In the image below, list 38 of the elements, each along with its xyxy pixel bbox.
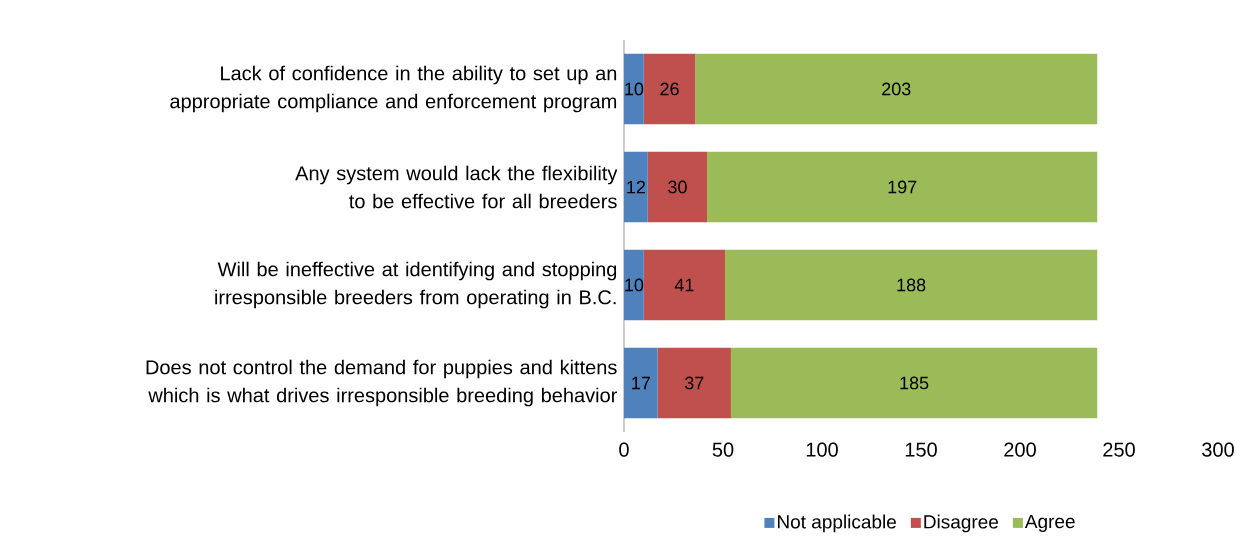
bar [707,151,1098,223]
data-label: 10 [625,278,644,292]
bar [695,53,1098,125]
bar [647,151,708,223]
data-label: 37 [684,376,704,390]
data-label: 197 [888,180,917,194]
bar [724,249,1098,321]
legend-label: Not applicable [777,514,896,533]
y-tick-label: Will be ineffective at identifying and stopping irresponsible breeders from operating in B.C. [215,261,617,309]
x-tick-label: 200 [1004,442,1036,457]
y-tick-label: Any system would lack the flexibility to be effective for all breeders [295,165,618,209]
data-label: 203 [882,82,911,96]
data-label: 185 [900,376,929,390]
x-tick-label: 50 [712,442,734,457]
data-label: 17 [632,376,650,390]
data-label: 30 [668,180,687,194]
x-tick-label: 150 [905,442,937,457]
bar [657,347,731,419]
data-label: 10 [625,82,644,96]
data-label: 12 [627,180,645,194]
x-tick-label: 250 [1103,442,1135,457]
data-label: 41 [674,278,694,292]
legend-label: Agree [1024,514,1075,532]
bar [730,347,1098,419]
bar [624,249,644,321]
bar [643,53,696,125]
bar [624,53,644,125]
x-tick-label: 100 [806,442,838,457]
data-label: 188 [897,278,926,292]
x-tick-label: 300 [1202,442,1234,457]
y-tick-label: Does not control the demand for puppies and kittens which is what drives irresponsible breeding behavior [146,359,617,407]
y-tick-label: Lack of confidence in the ability to set up an appropriate compliance and enforcement program [170,65,617,113]
bar [624,151,648,223]
legend-label: Disagree [924,514,999,533]
data-label: 26 [660,82,679,96]
x-tick-label: 0 [619,442,629,457]
bar [643,249,725,321]
bar [624,347,658,419]
